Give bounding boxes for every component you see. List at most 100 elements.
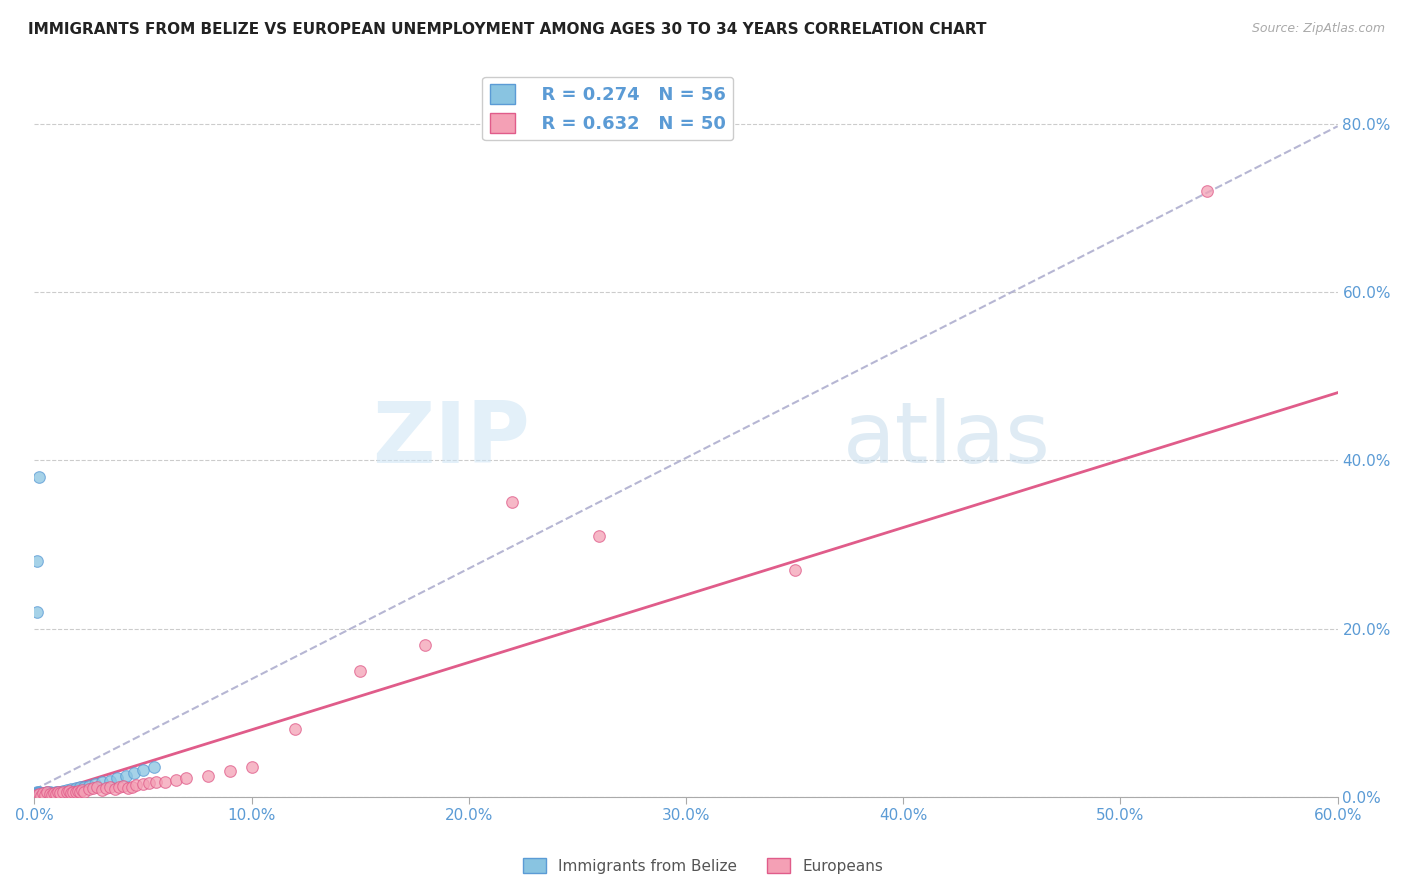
Point <box>28 787 51 801</box>
Point <box>32 786 55 800</box>
Point <box>73 780 96 794</box>
Point <box>30 788 52 802</box>
Point <box>49 786 72 800</box>
Point <box>117 781 139 796</box>
Point <box>415 639 437 653</box>
Point <box>77 779 100 793</box>
Point <box>30 787 52 801</box>
Point <box>588 529 610 543</box>
Point <box>284 723 307 737</box>
Point <box>28 786 51 800</box>
Point <box>783 563 806 577</box>
Point <box>56 783 79 797</box>
Point <box>124 766 146 780</box>
Point <box>58 784 80 798</box>
Point <box>501 495 523 509</box>
Point <box>46 784 69 798</box>
Point <box>108 780 131 795</box>
Point <box>30 789 52 803</box>
Point <box>84 777 107 791</box>
Point <box>90 775 112 789</box>
Point <box>28 789 51 803</box>
Point <box>65 785 87 799</box>
Point <box>34 788 56 802</box>
Point <box>121 780 143 794</box>
Point <box>82 781 104 796</box>
Point <box>30 786 52 800</box>
Point <box>25 787 48 801</box>
Point <box>25 789 48 803</box>
Point <box>100 780 122 794</box>
Point <box>70 783 93 797</box>
Point <box>138 776 160 790</box>
Point <box>132 763 155 777</box>
Point <box>45 785 67 799</box>
Point <box>142 760 165 774</box>
Text: IMMIGRANTS FROM BELIZE VS EUROPEAN UNEMPLOYMENT AMONG AGES 30 TO 34 YEARS CORREL: IMMIGRANTS FROM BELIZE VS EUROPEAN UNEMP… <box>28 22 987 37</box>
Point <box>25 786 48 800</box>
Point <box>34 786 56 800</box>
Point <box>42 786 65 800</box>
Point <box>28 787 51 801</box>
Point <box>62 784 84 798</box>
Point <box>73 785 96 799</box>
Point <box>86 780 108 795</box>
Point <box>45 787 67 801</box>
Point <box>34 787 56 801</box>
Point <box>69 780 91 795</box>
Legend:   R = 0.274   N = 56,   R = 0.632   N = 50: R = 0.274 N = 56, R = 0.632 N = 50 <box>482 77 734 140</box>
Point <box>60 786 83 800</box>
Point <box>38 787 60 801</box>
Point <box>32 787 55 801</box>
Point <box>52 784 75 798</box>
Point <box>25 605 48 619</box>
Point <box>66 784 89 798</box>
Point <box>125 778 148 792</box>
Point <box>28 788 51 802</box>
Legend: Immigrants from Belize, Europeans: Immigrants from Belize, Europeans <box>516 852 890 880</box>
Point <box>176 771 198 785</box>
Point <box>1197 185 1219 199</box>
Point <box>52 784 75 798</box>
Point <box>165 772 187 787</box>
Text: atlas: atlas <box>842 398 1050 481</box>
Point <box>104 782 127 797</box>
Point <box>25 788 48 802</box>
Point <box>240 760 263 774</box>
Point <box>28 787 51 801</box>
Point <box>41 788 63 802</box>
Point <box>38 787 60 801</box>
Point <box>25 789 48 803</box>
Point <box>37 787 59 801</box>
Point <box>46 785 69 799</box>
Point <box>218 764 240 779</box>
Point <box>28 785 51 799</box>
Text: ZIP: ZIP <box>371 398 530 481</box>
Text: Source: ZipAtlas.com: Source: ZipAtlas.com <box>1251 22 1385 36</box>
Point <box>34 788 56 802</box>
Point <box>90 783 112 797</box>
Point <box>145 775 167 789</box>
Point <box>25 787 48 801</box>
Point <box>132 777 155 791</box>
Point <box>25 786 48 800</box>
Point <box>112 779 135 793</box>
Point <box>37 785 59 799</box>
Point <box>197 769 219 783</box>
Point <box>25 785 48 799</box>
Point <box>94 781 117 796</box>
Point <box>42 786 65 800</box>
Point <box>25 788 48 802</box>
Point <box>25 788 48 802</box>
Point <box>25 554 48 568</box>
Point <box>25 788 48 802</box>
Point <box>69 784 91 798</box>
Point <box>105 771 128 785</box>
Point <box>114 769 136 783</box>
Point <box>28 786 51 800</box>
Point <box>30 789 52 803</box>
Point <box>38 785 60 799</box>
Point <box>28 470 51 484</box>
Point <box>32 786 55 800</box>
Point <box>32 788 55 802</box>
